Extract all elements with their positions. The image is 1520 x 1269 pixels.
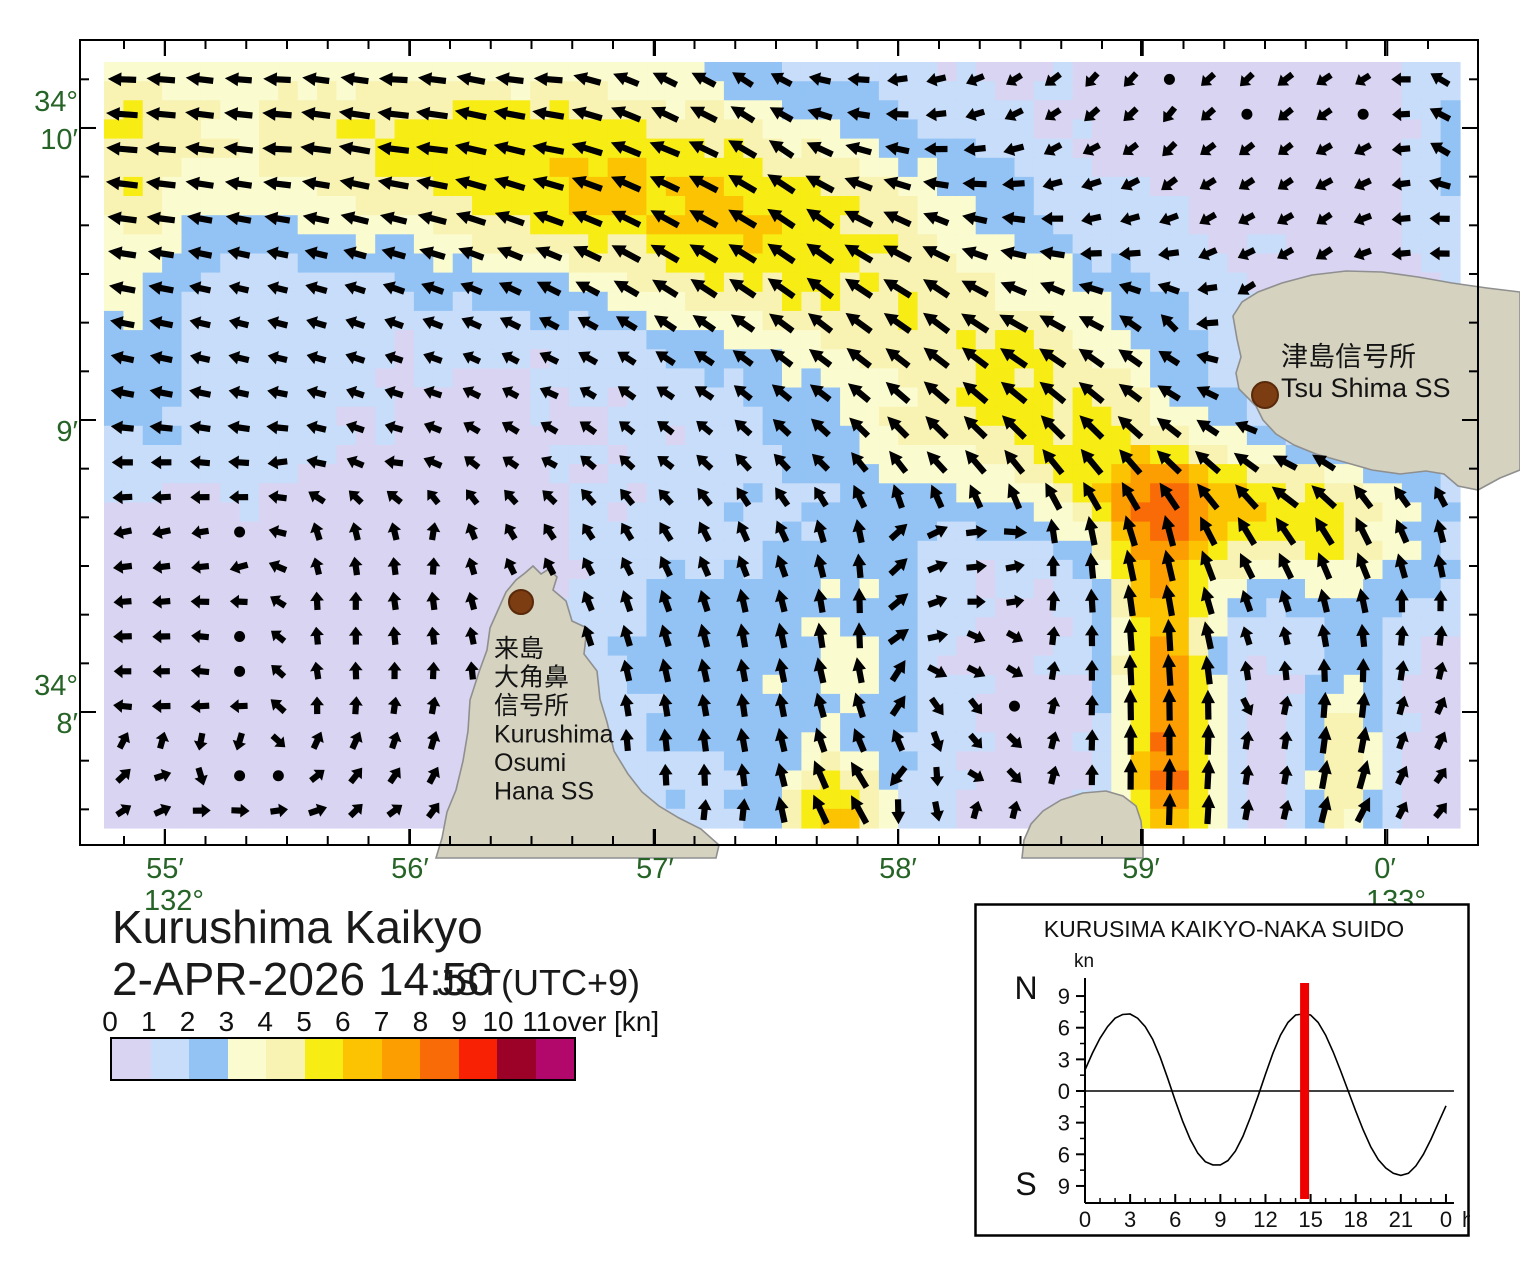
- tide-x-label: 0: [1079, 1207, 1091, 1232]
- station-label-line: Hana SS: [494, 778, 594, 806]
- tide-x-label: 21: [1389, 1207, 1413, 1232]
- tide-curve: [1084, 1013, 1447, 1177]
- svg-text:10′: 10′: [40, 124, 78, 156]
- tide-x-label: 15: [1298, 1207, 1322, 1232]
- current-vectors: [105, 71, 1452, 826]
- speed-swatch-5: [304, 1039, 343, 1079]
- speed-swatch-1: [150, 1039, 189, 1079]
- tide-chart-title: KURUSIMA KAIKYO-NAKA SUIDO: [1044, 916, 1404, 942]
- legend-tick-label: 3: [218, 1006, 235, 1037]
- land-tsu-shima-island: [1232, 270, 1520, 491]
- tide-x-label: 12: [1253, 1207, 1277, 1232]
- tide-chart-frame: [974, 903, 1470, 1237]
- speed-swatch-4: [266, 1039, 305, 1079]
- speed-swatch-9: [458, 1039, 497, 1079]
- tide-y-label: 6: [1058, 1142, 1070, 1167]
- station-label-line: Kurushima: [494, 721, 614, 749]
- svg-text:58′: 58′: [879, 853, 917, 885]
- tide-north-label: N: [1014, 970, 1037, 1006]
- svg-text:132°: 132°: [144, 885, 204, 917]
- legend-tick-label: 4: [257, 1006, 273, 1037]
- station-label-line: Osumi: [494, 749, 566, 777]
- speed-swatch-3: [227, 1039, 266, 1079]
- map-title: Kurushima Kaikyo: [112, 901, 483, 953]
- station-label-line: Tsu Shima SS: [1281, 373, 1451, 403]
- legend-tick-label: 11: [522, 1006, 552, 1037]
- tide-y-label: 0: [1058, 1079, 1070, 1104]
- tide-y-label: 3: [1058, 1047, 1070, 1072]
- speed-swatch-0: [112, 1039, 151, 1079]
- speed-legend-bar: [110, 1037, 576, 1081]
- timezone-text: JST(UTC+9): [437, 962, 641, 1003]
- tide-x-label: 9: [1214, 1207, 1226, 1232]
- speed-swatch-2: [189, 1039, 228, 1079]
- tide-y-label: 3: [1058, 1111, 1070, 1136]
- svg-text:0′: 0′: [1374, 853, 1396, 885]
- tide-unit-label: kn: [1074, 951, 1094, 972]
- speed-swatch-8: [420, 1039, 459, 1079]
- legend-tick-label: 10: [482, 1006, 514, 1037]
- legend-unit-label: [kn]: [614, 1006, 660, 1037]
- tide-y-label: 9: [1058, 984, 1070, 1009]
- svg-text:56′: 56′: [391, 853, 429, 885]
- svg-text:59′: 59′: [1122, 853, 1160, 885]
- legend-tick-label: 6: [335, 1006, 351, 1037]
- axis-labels: 55′ 56′ 57′ 58′ 59′ 0′132° 133°34°10′9′34°8′: [34, 86, 1426, 917]
- speed-swatch-11: [535, 1039, 574, 1079]
- station-label-line: 津島信号所: [1281, 342, 1416, 372]
- legend-over-label: over: [552, 1006, 607, 1037]
- land-areas: [434, 270, 1520, 859]
- map-datetime: 2-APR-2026 14:50: [112, 952, 493, 1006]
- svg-text:34°: 34°: [34, 86, 78, 118]
- legend-tick-label: 7: [373, 1006, 390, 1037]
- tide-hour-suffix: h: [1462, 1207, 1470, 1232]
- station-dot-kurushima-osumi-hana-ss: [508, 589, 534, 615]
- speed-swatch-6: [343, 1039, 382, 1079]
- legend-tick-label: 8: [412, 1006, 429, 1037]
- tide-x-label: 3: [1124, 1207, 1136, 1232]
- svg-text:34°: 34°: [34, 670, 78, 702]
- speed-legend-labels: 0 1 2 3 4 5 6 7 8 9 10 11 over [kn]: [0, 1006, 760, 1037]
- legend-tick-label: 1: [141, 1006, 157, 1037]
- current-map: 55′ 56′ 57′ 58′ 59′ 0′132° 133°34°10′9′34°8′津島…: [34, 39, 1520, 917]
- svg-text:8′: 8′: [56, 708, 78, 740]
- legend-tick-label: 5: [296, 1006, 312, 1037]
- tide-y-label: 9: [1058, 1174, 1070, 1199]
- svg-text:55′: 55′: [146, 853, 184, 885]
- station-dot-tsu-shima-ss: [1251, 381, 1279, 409]
- tide-x-label: 6: [1169, 1207, 1181, 1232]
- legend-tick-label: 9: [451, 1006, 467, 1037]
- speed-swatch-10: [497, 1039, 536, 1079]
- speed-swatch-7: [381, 1039, 420, 1079]
- svg-text:9′: 9′: [56, 416, 78, 448]
- legend-tick-label: 0: [102, 1006, 118, 1037]
- tide-x-label: 0: [1440, 1207, 1452, 1232]
- legend-tick-label: 2: [179, 1006, 196, 1037]
- station-label-line: 来島: [494, 635, 544, 663]
- station-label-line: 大角鼻: [494, 664, 569, 692]
- tide-y-label: 6: [1058, 1016, 1070, 1041]
- tide-x-label: 18: [1343, 1207, 1367, 1232]
- land-kurushima-peninsula: [434, 564, 720, 859]
- datetime-text: 2-APR-2026 14:50: [112, 953, 494, 1005]
- tide-south-label: S: [1015, 1166, 1036, 1202]
- tide-chart: KURUSIMA KAIKYO-NAKA SUIDO kn N S 9 6 3 0 3 6…: [974, 903, 1470, 1237]
- svg-text:57′: 57′: [636, 853, 674, 885]
- station-label-line: 信号所: [494, 692, 569, 720]
- map-frame-and-ticks: [79, 39, 1479, 846]
